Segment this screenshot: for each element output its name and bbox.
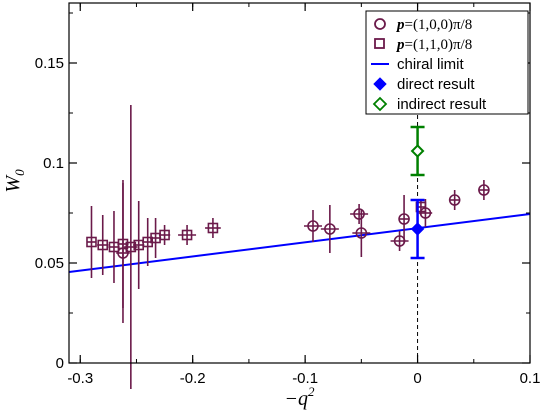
y-axis-label-subscript: 0 [12,169,27,176]
legend-open-diamond-marker [372,96,388,112]
legend-square-marker [374,38,385,49]
x-axis-label: −q2 [285,384,316,410]
legend-box [365,10,529,115]
data-point-circle [448,194,461,206]
data-point-circle [307,220,319,232]
x-tick-label: -0.1 [292,370,318,387]
data-point-circle [117,247,129,259]
x-tick-label: 0 [413,370,421,387]
data-point-circle [478,184,490,196]
direct-result-marker [410,222,425,236]
x-tick-label: -0.3 [67,370,93,387]
y-tick-label: 0.05 [35,255,64,272]
y-tick-label: 0 [56,355,64,372]
legend-entry-indirect-result: indirect result [372,96,487,113]
legend-label-series-1: p=(1,0,0)π/8 [395,17,472,33]
data-point-circle [398,213,410,225]
legend-entry-series-1: p=(1,0,0)π/8 [374,17,472,33]
legend-filled-diamond-marker [373,77,387,91]
x-axis-label-superscript: 2 [308,384,315,399]
x-tick-label: -0.2 [180,370,206,387]
data-point-square [181,229,193,241]
plot-frame [68,2,531,364]
legend-entry-direct-result: direct result [373,76,475,93]
chiral-limit-line [68,213,531,273]
data-point-square [159,229,170,241]
data-point-square [125,241,137,253]
x-axis-label-text: −q [285,388,309,410]
indirect-result-marker [410,144,425,158]
data-point-circle [353,208,365,220]
legend-label-series-2: p=(1,1,0)π/8 [395,37,472,53]
legend-label-chiral-limit: chiral limit [397,56,465,73]
legend-entry-chiral-limit: chiral limit [371,56,465,73]
legend-label-series-1-rest: =(1,0,0)π/8 [405,17,473,33]
y-axis-label-text: W [2,174,24,193]
y-tick-label: 0.15 [35,55,64,72]
y-axis-label: W0 [2,169,27,193]
legend-circle-marker [374,18,386,30]
legend-label-direct-result: direct result [397,76,475,93]
data-point-circle [324,223,336,235]
data-point-square [207,222,219,234]
legend-label-indirect-result: indirect result [397,96,487,113]
legend: p=(1,0,0)π/8 p=(1,1,0)π/8 chiral limit d… [365,10,529,115]
data-point-circle [355,227,368,239]
legend-entry-series-2: p=(1,1,0)π/8 [374,37,472,53]
legend-label-series-1-bold: p [395,17,405,33]
data-point-square [86,236,97,248]
legend-label-series-2-bold: p [395,37,405,53]
data-point-circle [419,207,432,219]
x-tick-label: 0.1 [520,370,541,387]
axes: -0.3 -0.2 -0.1 0 0.1 0 0.05 0.1 0.15 [35,3,541,387]
data-point-square [97,239,109,251]
legend-label-series-2-rest: =(1,1,0)π/8 [405,37,473,53]
y-tick-label: 0.1 [43,155,64,172]
